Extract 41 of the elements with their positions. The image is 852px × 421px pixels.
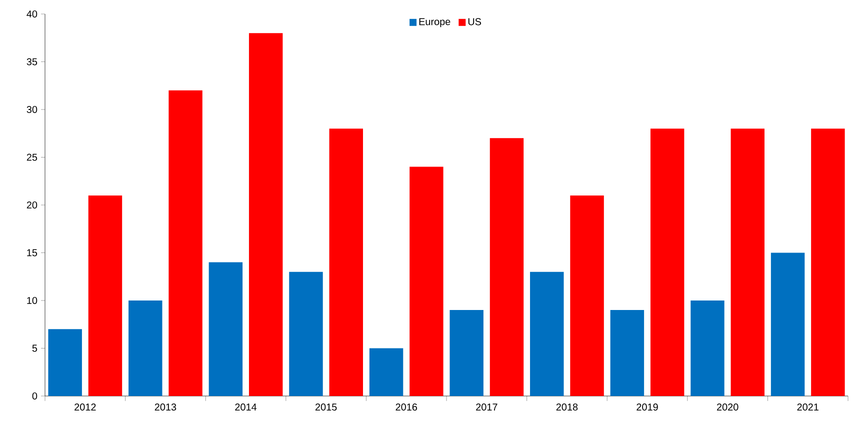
x-tick-label: 2020 (716, 404, 738, 411)
bar (650, 128, 684, 396)
bar (490, 138, 524, 396)
x-tick-label: 2018 (556, 404, 578, 411)
bar (289, 272, 323, 396)
bar (369, 348, 404, 396)
bar (530, 272, 564, 396)
legend-label: US (468, 18, 482, 26)
y-tick-label: 25 (26, 154, 38, 161)
bar (811, 128, 845, 396)
y-tick-label: 15 (27, 249, 38, 256)
x-tick-label: 2017 (476, 404, 498, 411)
legend-label: Europe (419, 18, 450, 28)
y-tick-label: 10 (27, 296, 38, 304)
bar (770, 252, 805, 396)
bar (690, 300, 724, 396)
bar (410, 166, 444, 396)
y-tick-label: 20 (26, 201, 38, 209)
bar (570, 195, 604, 396)
y-tick-label: 35 (26, 58, 38, 66)
bar (450, 310, 484, 396)
y-tick-label: 40 (26, 10, 38, 18)
bar (128, 300, 162, 396)
bar (48, 329, 82, 396)
bar (329, 128, 363, 396)
bar (610, 310, 644, 396)
y-tick-label: 0 (32, 392, 38, 400)
bar (248, 33, 283, 396)
x-tick-label: 2014 (235, 404, 257, 411)
y-tick-label: 30 (26, 106, 38, 114)
bar (730, 128, 765, 396)
bar (88, 195, 122, 396)
bar (208, 262, 243, 396)
x-tick-label: 2021 (797, 404, 818, 411)
x-tick-label: 2016 (396, 404, 418, 411)
x-tick-label: 2013 (154, 404, 176, 411)
x-tick-label: 2012 (74, 404, 96, 411)
y-tick-label: 5 (32, 344, 38, 352)
x-tick-label: 2015 (315, 404, 337, 411)
x-tick-label: 2019 (636, 404, 658, 411)
bar (168, 90, 202, 396)
